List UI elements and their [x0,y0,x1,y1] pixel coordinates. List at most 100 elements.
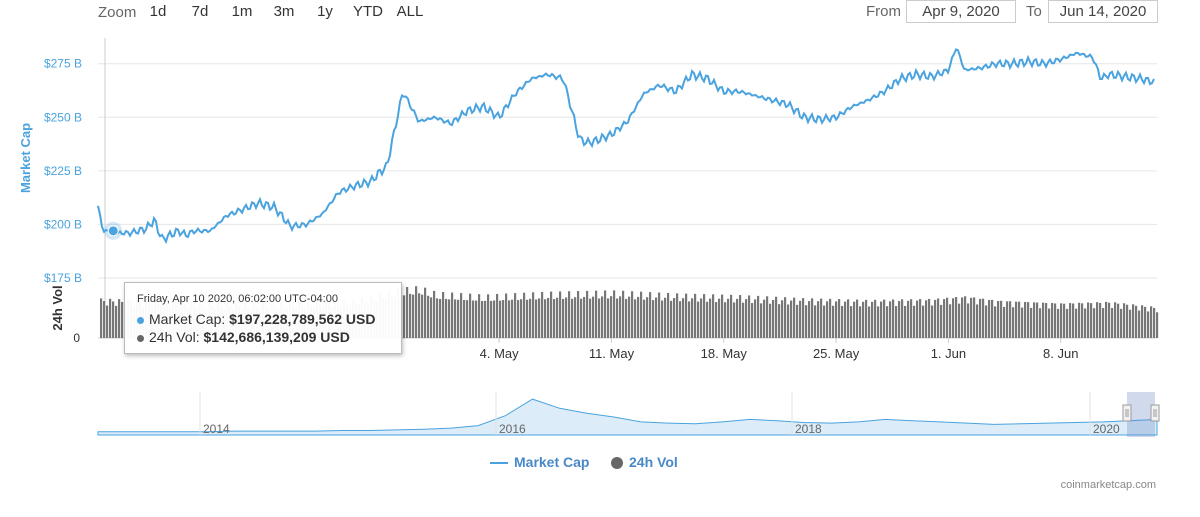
zoom-all-button[interactable]: ALL [396,3,424,20]
volume-bar [646,297,649,338]
volume-bar [748,295,751,338]
volume-bar [433,290,436,338]
volume-bar [1075,308,1078,338]
zoom-3m-button[interactable]: 3m [273,3,295,20]
volume-bar [562,298,565,338]
volume-bar [451,292,454,338]
volume-bar [1060,303,1063,338]
legend-market-cap[interactable]: Market Cap [490,454,589,470]
volume-bar [1099,302,1102,338]
volume-bar [418,293,421,338]
volume-bar [589,298,592,338]
volume-bar [577,291,580,338]
volume-bar [1009,301,1012,338]
volume-bar [895,306,898,338]
volume-bar [1027,302,1030,338]
volume-bar [487,294,490,338]
volume-bar [1147,311,1150,338]
volume-bar [1033,302,1036,338]
volume-bar [658,292,661,338]
volume-bar [856,299,859,338]
volume-bar [559,291,562,338]
volume-bar [100,298,103,338]
volume-bar [1105,301,1108,338]
volume-bar [1000,300,1003,338]
volume-bar [814,305,817,338]
volume-bar [544,299,547,338]
volume-bar [934,299,937,338]
volume-bar [1126,304,1129,338]
x-tick-label: 11. May [589,346,635,361]
volume-bar [871,301,874,338]
volume-bar [511,299,514,338]
volume-bar [1012,307,1015,338]
legend-vol-label: 24h Vol [629,454,678,470]
volume-bar [553,299,556,338]
volume-bar [538,298,541,338]
volume-bar [505,293,508,338]
volume-bar [739,295,742,338]
volume-bar [1117,303,1120,338]
volume-bar [874,299,877,338]
volume-bar [826,301,829,338]
credit-link[interactable]: coinmarketcap.com [1060,479,1156,491]
volume-bar [514,293,517,338]
volume-bar [766,296,769,338]
volume-bar [805,305,808,338]
zoom-1m-button[interactable]: 1m [231,3,253,20]
legend-24h-vol[interactable]: 24h Vol [611,454,678,470]
volume-bar [547,297,550,338]
volume-bar [880,301,883,338]
volume-bar [1108,302,1111,338]
volume-bar [706,301,709,338]
zoom-7d-button[interactable]: 7d [191,3,209,20]
volume-bar [781,300,784,338]
volume-bar [427,295,430,338]
navigator-left-handle-icon[interactable] [1122,404,1132,422]
volume-bar [751,303,754,338]
volume-bar [631,291,634,338]
volume-bar [952,298,955,338]
zoom-1y-button[interactable]: 1y [317,3,333,20]
volume-bar [778,304,781,338]
volume-bar [625,298,628,338]
volume-bar [694,293,697,338]
volume-bar [838,299,841,338]
volume-bar [409,293,412,338]
volume-bar [925,300,928,338]
volume-bar [616,298,619,338]
volume-bar [979,298,982,338]
volume-bar [745,299,748,338]
volume-bar [670,300,673,338]
to-label: To [1026,3,1042,20]
volume-bar [1057,308,1060,338]
zoom-1d-button[interactable]: 1d [149,3,167,20]
volume-bar [862,301,865,338]
volume-bar [598,298,601,338]
y-tick-label: $175 B [44,271,82,285]
navigator-year-label: 2016 [499,422,526,436]
navigator-selection[interactable] [1127,392,1155,437]
volume-bar [1030,307,1033,338]
volume-bar [796,304,799,338]
volume-bar [973,297,976,338]
tooltip-vol-row: 24h Vol: $142,686,139,209 USD [137,329,389,345]
navigator-right-handle-icon[interactable] [1150,404,1160,422]
volume-bar [661,300,664,338]
volume-bar [529,298,532,338]
volume-bar [466,300,469,338]
x-tick-label: 25. May [813,346,860,361]
zoom-ytd-button[interactable]: YTD [353,3,383,20]
volume-bar [790,300,793,338]
volume-bar [481,301,484,338]
volume-bar [508,300,511,338]
volume-bar [1123,303,1126,338]
volume-bar [898,301,901,338]
volume-bar [412,294,415,338]
to-date-input[interactable]: Jun 14, 2020 [1048,0,1158,23]
from-date-input[interactable]: Apr 9, 2020 [906,0,1016,23]
volume-bar [643,299,646,338]
volume-bar [622,290,625,338]
volume-bar [688,301,691,338]
